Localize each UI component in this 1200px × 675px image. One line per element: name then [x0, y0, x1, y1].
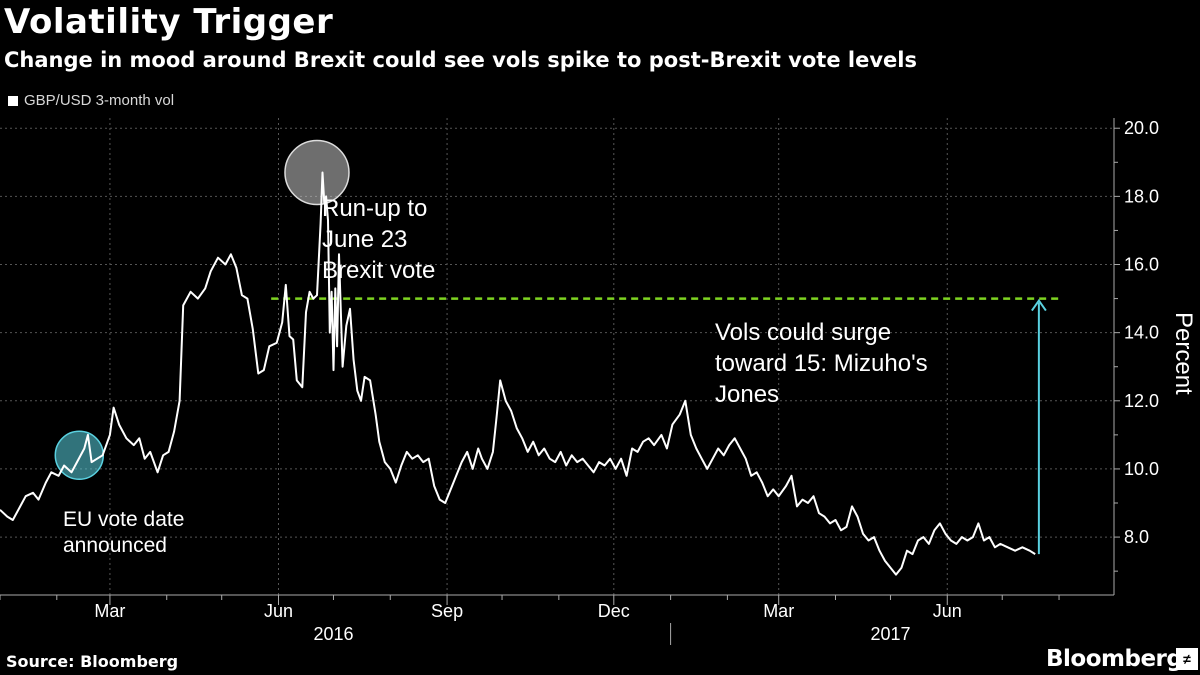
y-tick-label: 14.0: [1124, 323, 1159, 343]
legend: GBP/USD 3-month vol: [8, 92, 174, 109]
annotation-mizuho-line: toward 15: Mizuho's: [715, 350, 928, 377]
annotation-eu-vote-line: EU vote date: [63, 508, 184, 531]
annotation-eu-vote-line: announced: [63, 534, 167, 557]
x-tick-label: Mar: [763, 601, 794, 621]
y-tick-label: 8.0: [1124, 527, 1149, 547]
x-tick-label: Mar: [94, 601, 125, 621]
annotation-brexit-runup-line: Brexit vote: [322, 257, 435, 284]
y-axis-title: Percent: [1170, 312, 1197, 395]
annotation-brexit-runup-line: Run-up to: [322, 195, 427, 222]
highlight-circle-brexit: [284, 139, 350, 206]
annotation-mizuho-line: Vols could surge: [715, 319, 891, 346]
x-tick-label: Sep: [431, 601, 463, 621]
y-tick-label: 12.0: [1124, 391, 1159, 411]
legend-label: GBP/USD 3-month vol: [24, 92, 175, 109]
year-label: 2017: [870, 624, 910, 644]
bloomberg-icon: ≠: [1176, 648, 1198, 670]
y-tick-label: 20.0: [1124, 118, 1159, 138]
y-tick-label: 10.0: [1124, 459, 1159, 479]
x-tick-label: Jun: [264, 601, 293, 621]
brand-logo: Bloomberg: [1046, 646, 1183, 672]
source-note: Source: Bloomberg: [6, 652, 179, 671]
chart-title: Volatility Trigger: [4, 2, 334, 42]
y-tick-label: 16.0: [1124, 255, 1159, 275]
annotation-brexit-runup-line: June 23: [322, 226, 407, 253]
year-label: 2016: [313, 624, 353, 644]
x-tick-label: Dec: [598, 601, 630, 621]
arrow-head: [1031, 298, 1047, 312]
x-tick-label: Jun: [933, 601, 962, 621]
legend-swatch: [8, 95, 18, 106]
highlight-circle-eu-vote: [54, 430, 105, 481]
annotation-mizuho-line: Jones: [715, 381, 779, 408]
y-tick-label: 18.0: [1124, 186, 1159, 206]
series-line: [0, 171, 1036, 576]
chart-subtitle: Change in mood around Brexit could see v…: [4, 48, 917, 72]
